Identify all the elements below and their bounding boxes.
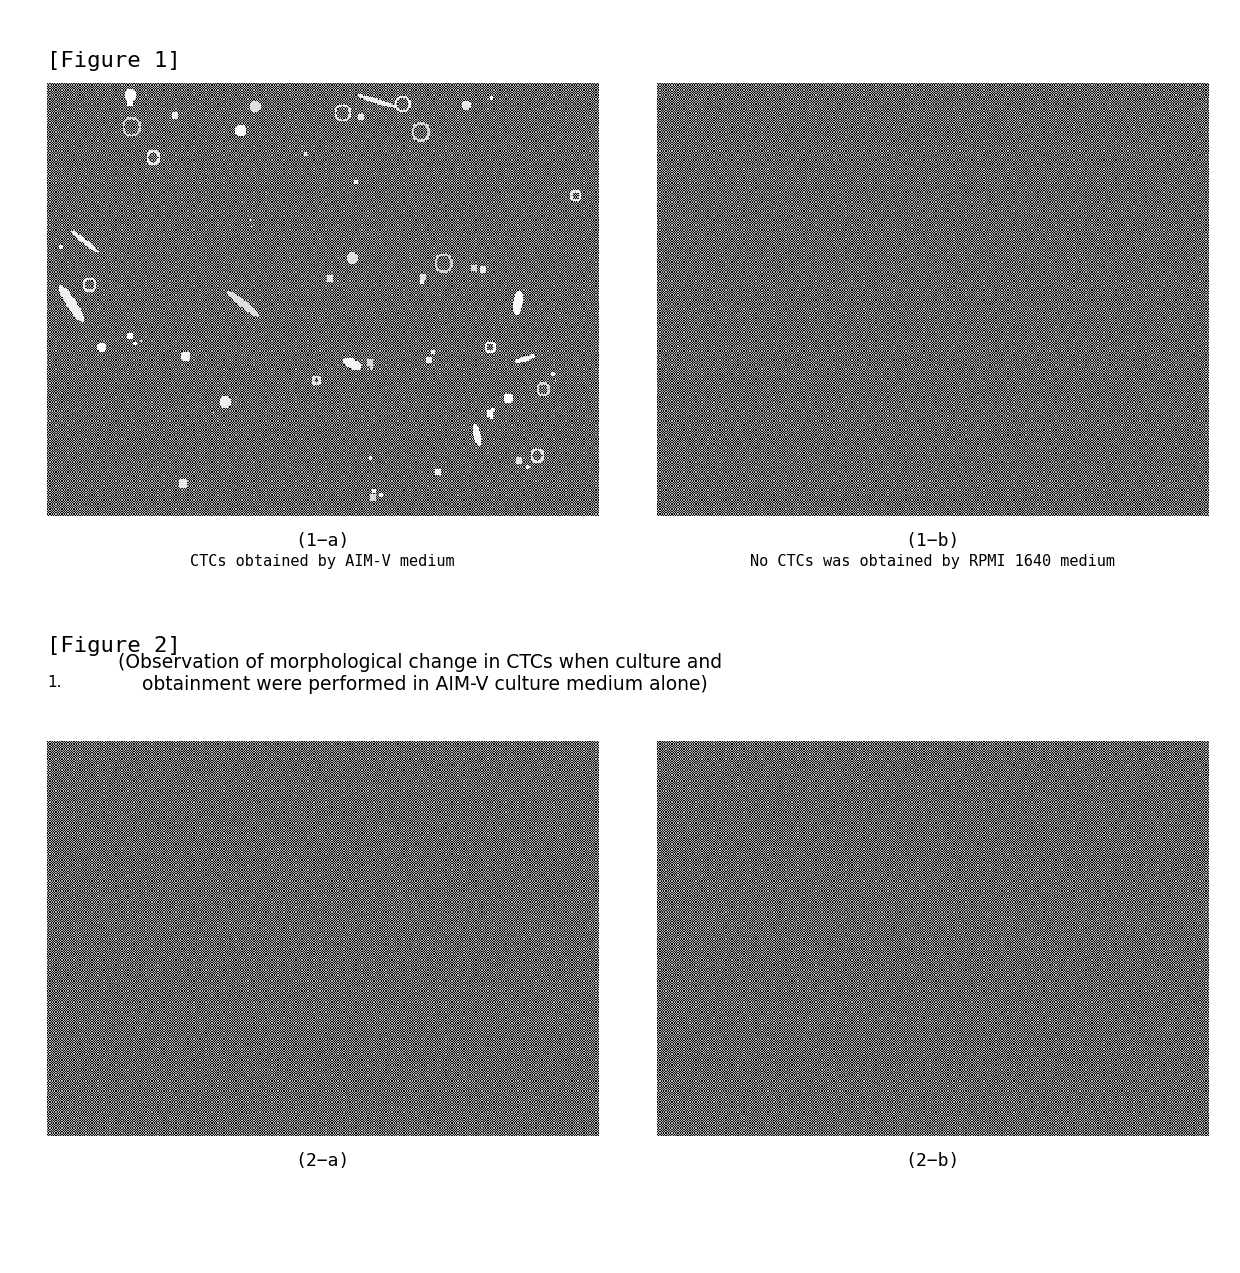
Text: (1−b): (1−b) [905,532,960,550]
Text: [Figure 2]: [Figure 2] [47,636,181,657]
Text: [Figure 1]: [Figure 1] [47,51,181,71]
Text: No CTCs was obtained by RPMI 1640 medium: No CTCs was obtained by RPMI 1640 medium [750,554,1115,569]
Text: (2−b): (2−b) [905,1152,960,1170]
Text: (1−a): (1−a) [295,532,350,550]
Text: (2−a): (2−a) [295,1152,350,1170]
Text: CTCs obtained by AIM-V medium: CTCs obtained by AIM-V medium [190,554,455,569]
Text: (Observation of morphological change in CTCs when culture and: (Observation of morphological change in … [118,653,722,672]
Text: 1.: 1. [47,675,62,690]
Text: obtainment were performed in AIM-V culture medium alone): obtainment were performed in AIM-V cultu… [118,675,708,694]
